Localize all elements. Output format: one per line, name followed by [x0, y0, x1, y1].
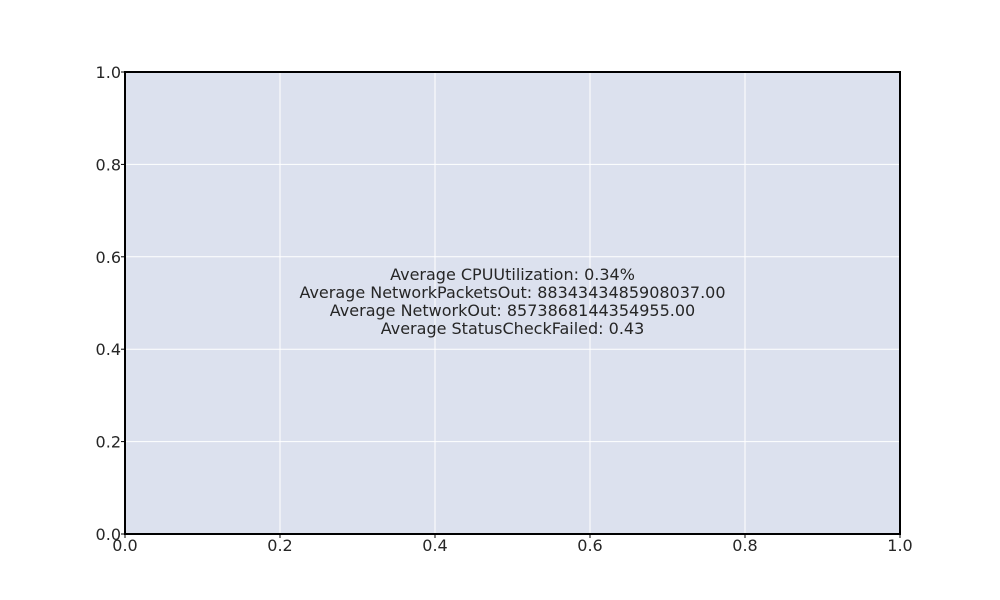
x-tick-label: 1.0	[887, 536, 912, 555]
y-tick-label: 0.2	[96, 433, 121, 452]
x-tick-label: 0.0	[112, 536, 137, 555]
x-tick-label: 0.4	[422, 536, 447, 555]
annotation-line: Average NetworkPacketsOut: 8834343485908…	[299, 283, 725, 302]
y-tick-label: 0.8	[96, 155, 121, 174]
y-axis-ticks: 0.0 0.2 0.4 0.6 0.8 1.0	[96, 63, 125, 544]
y-tick-label: 0.6	[96, 248, 121, 267]
annotation-line: Average StatusCheckFailed: 0.43	[381, 319, 645, 338]
y-tick-label: 0.0	[96, 525, 121, 544]
x-tick-label: 0.2	[267, 536, 292, 555]
annotation-text-block: Average CPUUtilization: 0.34%Average Net…	[299, 265, 725, 338]
x-tick-label: 0.6	[577, 536, 602, 555]
annotation-line: Average CPUUtilization: 0.34%	[390, 265, 635, 284]
plot-area	[125, 72, 900, 534]
x-axis-ticks: 0.0 0.2 0.4 0.6 0.8 1.0	[112, 534, 913, 555]
y-tick-label: 0.4	[96, 340, 121, 359]
plot-border	[124, 71, 901, 535]
x-tick-label: 0.8	[732, 536, 757, 555]
annotation-line: Average NetworkOut: 8573868144354955.00	[330, 301, 695, 320]
y-tick-label: 1.0	[96, 63, 121, 82]
